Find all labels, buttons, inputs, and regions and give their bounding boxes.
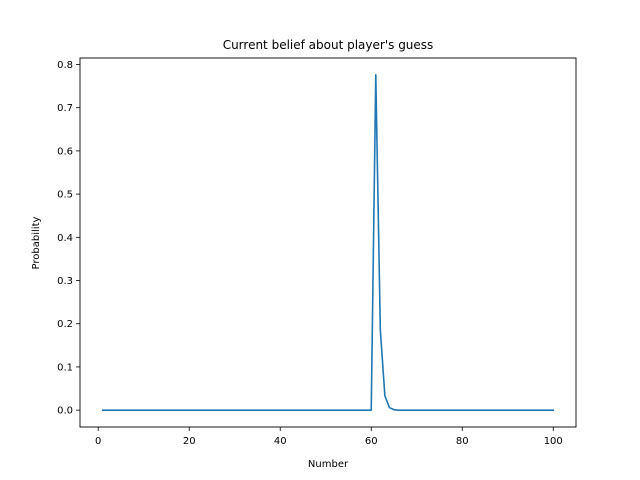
y-tick-label: 0.5: [57, 190, 73, 201]
x-tick-label: 80: [456, 436, 469, 447]
y-tick-label: 0.0: [57, 406, 73, 417]
x-axis-ticks: 0 20 40 60 80 100: [95, 427, 563, 447]
y-tick-label: 0.1: [57, 362, 73, 373]
x-axis-label: Number: [308, 459, 349, 470]
x-tick-label: 60: [365, 436, 378, 447]
plot-area: [79, 57, 577, 428]
y-tick-label: 0.6: [57, 146, 73, 157]
y-tick-label: 0.7: [57, 103, 73, 114]
series-line-0: [101, 74, 555, 411]
x-tick-label: 0: [95, 436, 101, 447]
x-tick-label: 100: [544, 436, 563, 447]
chart-title: Current belief about player's guess: [223, 38, 434, 52]
y-axis-label: Probability: [31, 216, 42, 269]
y-tick-label: 0.4: [57, 233, 73, 244]
y-tick-label: 0.2: [57, 319, 73, 330]
y-axis-ticks: 0.0 0.1 0.2 0.3 0.4 0.5 0.6 0.7 0.8: [57, 60, 80, 417]
axes-frame: [79, 57, 577, 428]
y-tick-label: 0.8: [57, 60, 73, 71]
y-tick-label: 0.3: [57, 276, 73, 287]
x-tick-label: 20: [183, 436, 196, 447]
x-tick-label: 40: [274, 436, 287, 447]
